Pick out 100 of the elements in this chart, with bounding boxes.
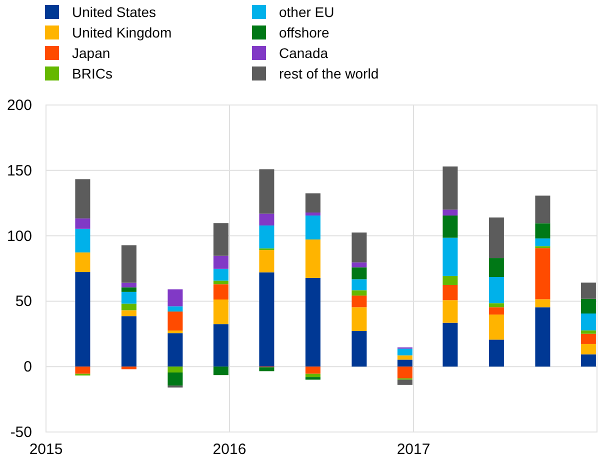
bar bbox=[397, 348, 412, 356]
bar bbox=[213, 223, 228, 256]
bar bbox=[121, 282, 136, 288]
bar bbox=[580, 298, 596, 314]
bar bbox=[442, 322, 458, 367]
bar bbox=[442, 238, 458, 276]
bar bbox=[488, 307, 504, 315]
bar bbox=[121, 310, 136, 316]
bar bbox=[535, 196, 550, 224]
bar bbox=[259, 272, 274, 367]
bar bbox=[213, 284, 228, 300]
bar bbox=[305, 366, 320, 374]
bar bbox=[168, 330, 183, 334]
bar bbox=[75, 272, 90, 367]
bar bbox=[352, 307, 367, 332]
x-tick-label: 2016 bbox=[212, 441, 246, 458]
bar bbox=[213, 300, 228, 324]
bar bbox=[442, 300, 458, 323]
bar bbox=[535, 248, 550, 300]
bar bbox=[305, 377, 320, 380]
bar bbox=[397, 366, 412, 378]
bar bbox=[442, 210, 458, 216]
bar bbox=[168, 306, 183, 312]
bar bbox=[259, 214, 274, 226]
bar bbox=[259, 250, 274, 272]
y-tick-label: 50 bbox=[15, 293, 32, 310]
bar bbox=[535, 307, 550, 367]
bar bbox=[121, 366, 136, 370]
y-tick-label: 100 bbox=[6, 228, 32, 245]
bar bbox=[305, 239, 320, 278]
bar bbox=[168, 372, 183, 386]
bar bbox=[213, 280, 228, 284]
bar bbox=[305, 193, 320, 213]
y-tick-label: -50 bbox=[10, 424, 32, 441]
bar bbox=[305, 216, 320, 240]
bar bbox=[121, 304, 136, 310]
y-tick-label: 200 bbox=[6, 97, 32, 114]
bar bbox=[75, 366, 90, 374]
bar bbox=[259, 169, 274, 214]
legend-label: United States bbox=[72, 4, 156, 20]
legend-label: Canada bbox=[279, 45, 328, 61]
bar bbox=[535, 223, 550, 238]
legend-label: Japan bbox=[72, 45, 110, 61]
bar bbox=[121, 316, 136, 367]
bar bbox=[488, 314, 504, 340]
y-tick-label: 0 bbox=[24, 358, 32, 376]
legend-label: offshore bbox=[279, 24, 330, 40]
bar bbox=[535, 238, 550, 246]
bar bbox=[352, 232, 367, 262]
bar bbox=[259, 225, 274, 248]
bar bbox=[75, 228, 90, 252]
bar bbox=[168, 289, 183, 306]
bar bbox=[580, 334, 596, 344]
y-tick-label: 150 bbox=[6, 162, 32, 180]
bar bbox=[213, 366, 228, 376]
bar bbox=[213, 268, 228, 281]
bar bbox=[305, 278, 320, 367]
bar bbox=[213, 324, 228, 367]
bar bbox=[488, 217, 504, 258]
x-tick-label: 2015 bbox=[29, 441, 63, 458]
bar bbox=[121, 287, 136, 292]
bar bbox=[397, 380, 412, 385]
bar bbox=[352, 279, 367, 290]
bar bbox=[580, 313, 596, 330]
bar bbox=[305, 212, 320, 216]
bar bbox=[305, 374, 320, 378]
bar bbox=[168, 366, 183, 372]
bar bbox=[352, 262, 367, 268]
bar bbox=[75, 218, 90, 229]
legend-label: United Kingdom bbox=[72, 24, 172, 40]
bar bbox=[168, 312, 183, 330]
bar bbox=[580, 330, 596, 334]
bar bbox=[580, 344, 596, 354]
bar bbox=[488, 303, 504, 308]
bar bbox=[488, 340, 504, 367]
legend-label: rest of the world bbox=[279, 66, 379, 82]
bar bbox=[580, 282, 596, 299]
bar bbox=[75, 179, 90, 218]
bar bbox=[75, 252, 90, 272]
bar bbox=[442, 284, 458, 300]
bar bbox=[352, 331, 367, 367]
x-tick-label: 2017 bbox=[396, 441, 430, 458]
bar bbox=[352, 290, 367, 296]
bar bbox=[397, 355, 412, 360]
bar bbox=[213, 256, 228, 269]
bar bbox=[535, 299, 550, 308]
bar bbox=[442, 166, 458, 210]
bar bbox=[168, 333, 183, 367]
bar bbox=[121, 245, 136, 283]
bar bbox=[488, 277, 504, 304]
bar bbox=[488, 258, 504, 277]
bar bbox=[397, 360, 412, 367]
bar bbox=[121, 292, 136, 304]
bar bbox=[352, 267, 367, 280]
bar bbox=[352, 296, 367, 308]
bar bbox=[442, 216, 458, 238]
legend-label: BRICs bbox=[72, 66, 112, 82]
legend-label: other EU bbox=[279, 4, 334, 20]
bar bbox=[442, 276, 458, 285]
bar bbox=[580, 354, 596, 367]
